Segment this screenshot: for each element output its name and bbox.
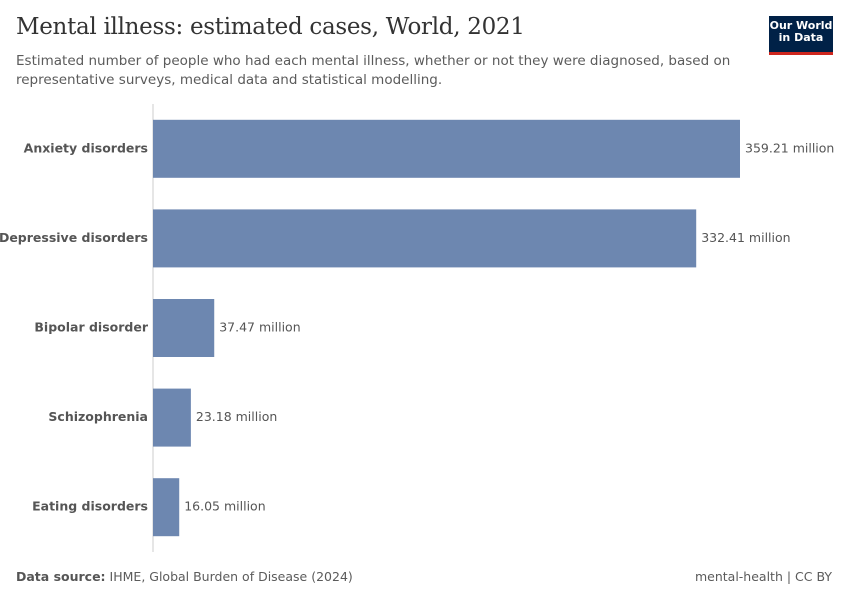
category-label: Schizophrenia xyxy=(48,409,148,424)
category-label: Anxiety disorders xyxy=(24,140,148,155)
bar xyxy=(153,388,191,447)
bar xyxy=(153,209,697,268)
bar xyxy=(153,299,215,357)
value-label: 23.18 million xyxy=(196,409,277,424)
source: Data source: IHME, Global Burden of Dise… xyxy=(16,569,353,584)
chart-title: Mental illness: estimated cases, World, … xyxy=(16,14,525,40)
category-label: Eating disorders xyxy=(32,499,148,514)
value-label: 16.05 million xyxy=(184,499,265,514)
logo[interactable]: Our World in Data xyxy=(769,16,833,55)
footer-right[interactable]: mental-health | CC BY xyxy=(694,569,832,584)
source-label: Data source: xyxy=(16,569,106,584)
category-label: Bipolar disorder xyxy=(34,320,148,335)
value-label: 359.21 million xyxy=(745,140,834,155)
category-label: Depressive disorders xyxy=(0,230,148,245)
value-label: 332.41 million xyxy=(701,230,790,245)
bar xyxy=(153,478,180,537)
logo-line: in Data xyxy=(778,31,824,44)
chart-subtitle: Estimated number of people who had each … xyxy=(16,53,731,88)
source-text[interactable]: IHME, Global Burden of Disease (2024) xyxy=(109,569,353,584)
logo-line: Our World xyxy=(769,19,833,32)
value-label: 37.47 million xyxy=(219,320,300,335)
bar xyxy=(153,119,740,178)
